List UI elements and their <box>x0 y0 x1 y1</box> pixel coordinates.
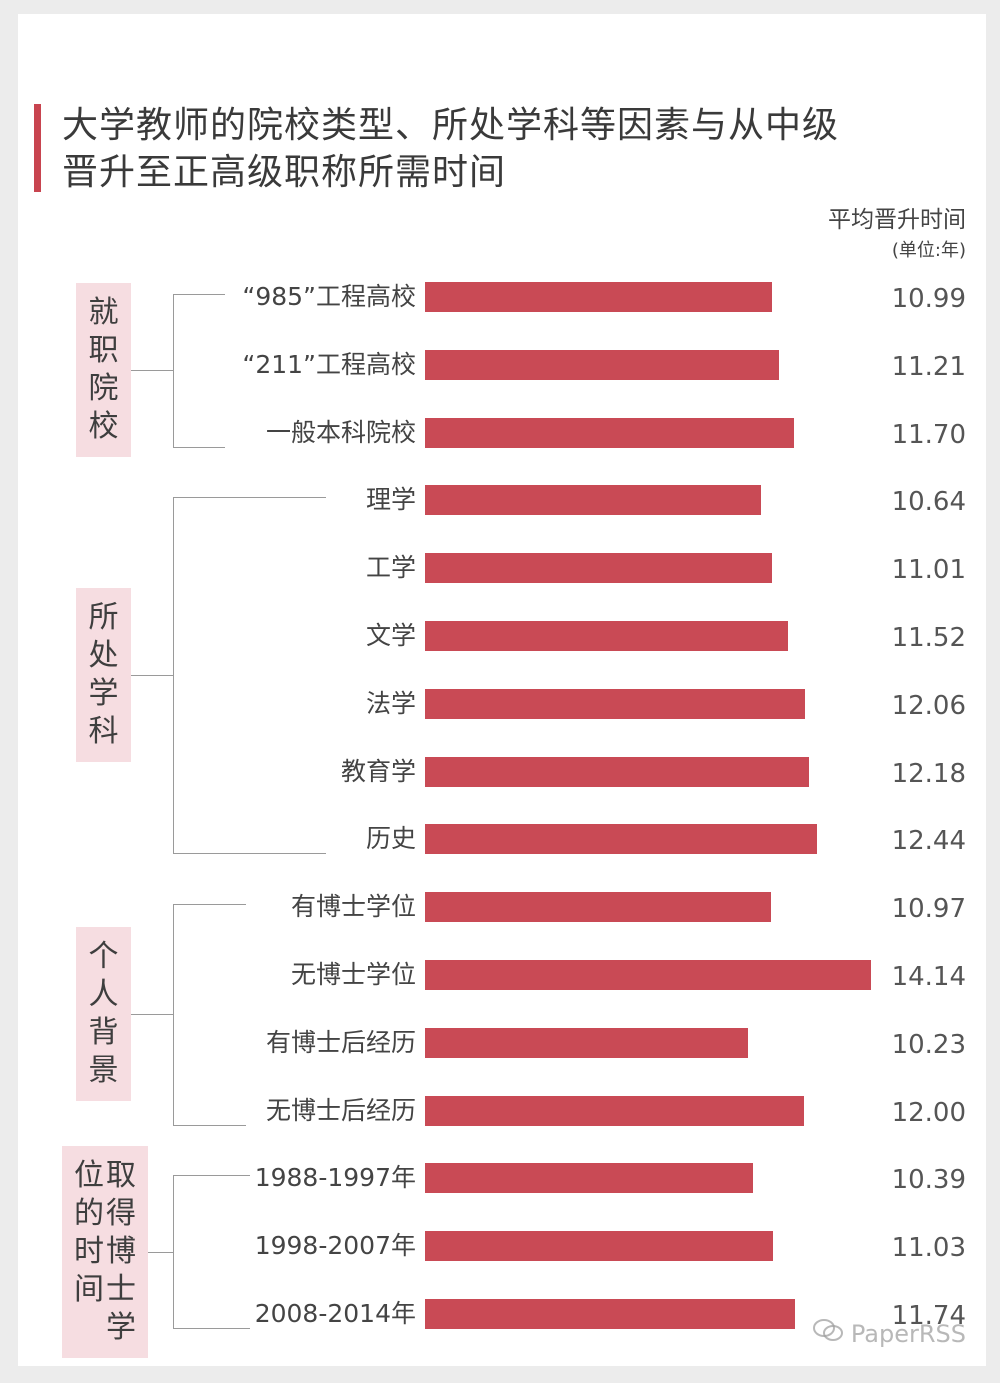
group-bracket-tick <box>173 497 326 499</box>
group-label: 就职院校 <box>88 295 119 445</box>
group-bracket-tick <box>173 1328 250 1329</box>
category-label: 1988-1997年 <box>254 1163 416 1193</box>
group-bracket-tick <box>173 446 225 448</box>
bar <box>425 621 789 651</box>
value-label: 11.21 <box>891 351 966 382</box>
chart-title-line-2: 晋升至正高级职称所需时间 <box>62 152 507 193</box>
value-label: 12.18 <box>891 758 966 789</box>
group-bracket <box>173 294 174 447</box>
group-bracket <box>173 904 174 1125</box>
bar <box>425 824 818 855</box>
bar <box>425 1095 804 1126</box>
category-label: “211”工程高校 <box>242 349 416 379</box>
bar <box>425 282 772 312</box>
wechat-icon <box>812 1318 843 1348</box>
value-label: 10.97 <box>891 894 966 925</box>
bar <box>425 1231 773 1262</box>
group-bracket-stem <box>131 1251 173 1253</box>
group-label: 个人背景 <box>88 939 119 1089</box>
value-label: 11.01 <box>891 555 966 586</box>
group-bracket <box>173 497 174 854</box>
group-label-box <box>76 927 131 1102</box>
value-label: 11.74 <box>891 1301 966 1331</box>
group-bracket-tick <box>173 853 326 855</box>
category-label: 教育学 <box>340 756 416 786</box>
bar <box>425 553 773 584</box>
title-accent-bar <box>34 104 41 192</box>
bar <box>425 1299 796 1329</box>
value-label: 12.44 <box>891 826 966 857</box>
value-label: 11.70 <box>891 419 966 450</box>
category-label: 一般本科院校 <box>265 417 416 447</box>
value-label: 10.99 <box>891 284 966 314</box>
category-label: 2008-2014年 <box>254 1299 416 1328</box>
group-bracket-tick <box>173 904 246 906</box>
unit-label: 平均晋升时间 <box>828 207 966 233</box>
category-label: 1998-2007年 <box>254 1231 416 1261</box>
bar <box>425 485 761 516</box>
group-bracket-tick <box>173 294 225 295</box>
group-label: 所处学科 <box>88 600 119 750</box>
value-label: 11.52 <box>891 623 966 653</box>
category-label: 法学 <box>365 688 416 718</box>
category-label: 文学 <box>365 621 416 650</box>
value-label: 12.00 <box>891 1097 966 1128</box>
group-bracket-stem <box>131 1014 173 1016</box>
bar <box>425 417 795 448</box>
bar <box>425 1163 753 1194</box>
category-label: 理学 <box>365 485 416 515</box>
group-bracket-tick <box>173 1124 246 1126</box>
chart-title-line-1: 大学教师的院校类型、所处学科等因素与从中级 <box>62 105 840 146</box>
group-label-box <box>76 588 131 763</box>
value-label: 12.06 <box>891 690 966 721</box>
bar <box>425 892 771 923</box>
value-label: 11.03 <box>891 1233 966 1264</box>
value-label: 10.39 <box>891 1165 966 1196</box>
bar <box>425 1027 748 1058</box>
value-label: 10.23 <box>891 1029 966 1060</box>
group-bracket-stem <box>131 675 173 677</box>
category-label: 工学 <box>365 553 416 583</box>
group-bracket-tick <box>173 1175 250 1177</box>
category-label: 历史 <box>365 824 416 854</box>
group-label-box <box>76 283 131 458</box>
category-label: 无博士后经历 <box>265 1095 416 1125</box>
bar <box>425 960 871 990</box>
category-label: 有博士后经历 <box>265 1027 416 1057</box>
chart-title: 大学教师的院校类型、所处学科等因素与从中级 晋升至正高级职称所需时间 <box>62 102 942 196</box>
category-label: 有博士学位 <box>290 892 416 922</box>
group-bracket-stem <box>131 370 173 372</box>
value-label: 10.64 <box>891 487 966 518</box>
group-bracket <box>173 1175 174 1328</box>
watermark: PaperRSS <box>812 1318 966 1348</box>
watermark-text: PaperRSS <box>850 1320 966 1348</box>
bar <box>425 688 806 719</box>
group-label: 位的时间取得博士学 <box>74 1157 136 1345</box>
category-label: 无博士学位 <box>290 960 416 989</box>
unit-sublabel: (单位:年) <box>891 240 966 261</box>
bar <box>425 756 810 787</box>
bar <box>425 349 779 380</box>
category-label: “985”工程高校 <box>242 282 416 311</box>
value-label: 14.14 <box>891 962 966 992</box>
group-label-box <box>62 1145 148 1358</box>
